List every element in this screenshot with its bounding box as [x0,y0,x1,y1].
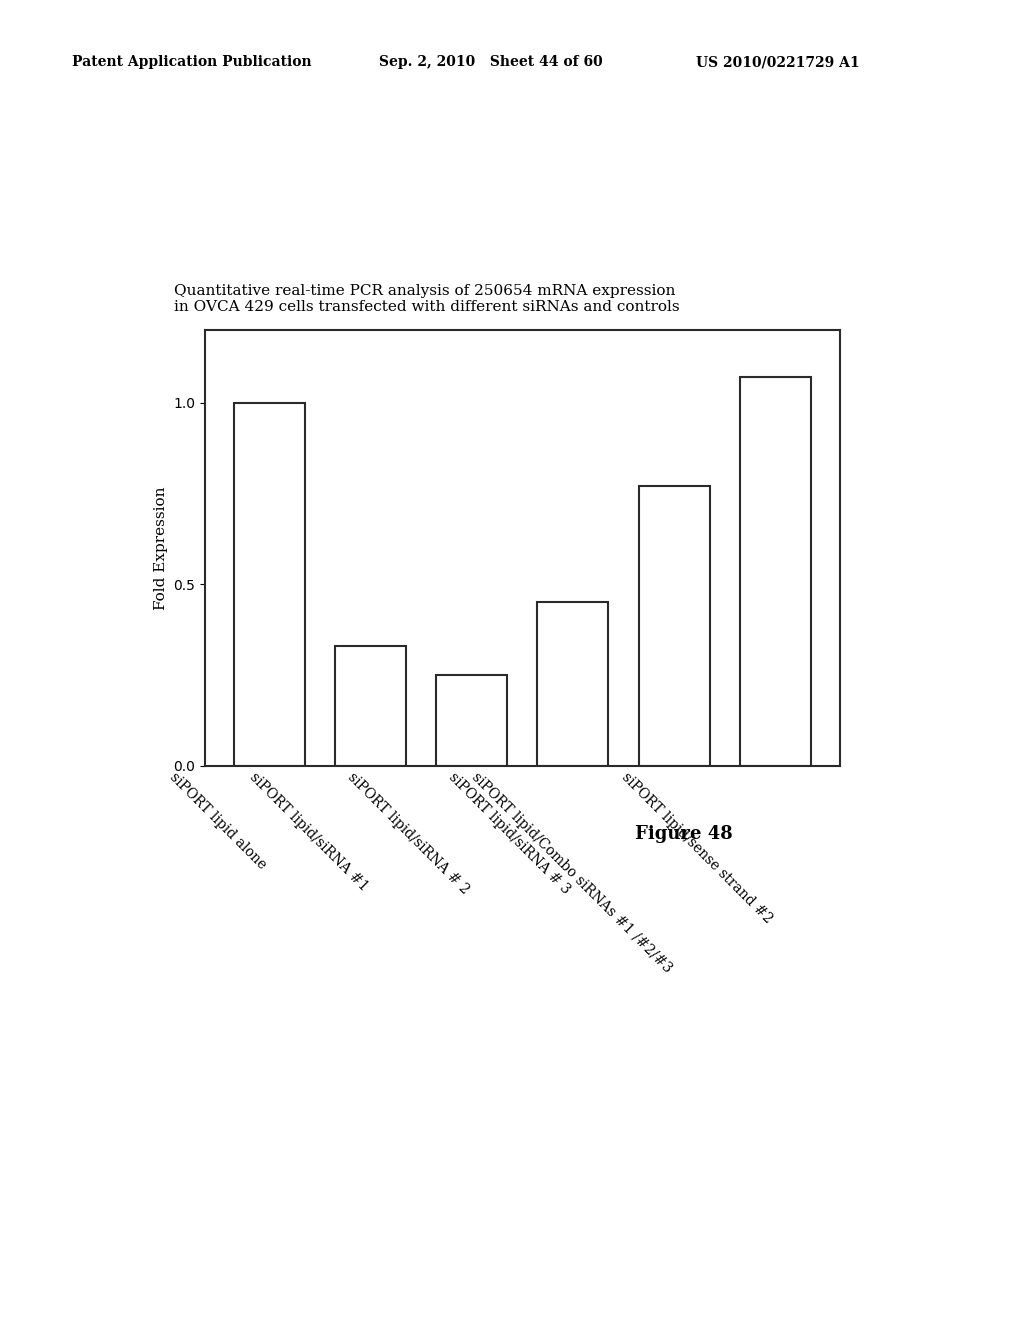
Text: Sep. 2, 2010   Sheet 44 of 60: Sep. 2, 2010 Sheet 44 of 60 [379,55,603,70]
Bar [233,403,304,766]
Bar [639,486,710,766]
Text: Patent Application Publication: Patent Application Publication [72,55,311,70]
Text: US 2010/0221729 A1: US 2010/0221729 A1 [696,55,860,70]
Text: Figure 48: Figure 48 [635,825,732,843]
Y-axis label: Fold Expression: Fold Expression [154,486,168,610]
Bar [740,378,811,766]
Bar [538,602,608,766]
Bar [335,645,406,766]
Text: Quantitative real-time PCR analysis of 250654 mRNA expression
in OVCA 429 cells : Quantitative real-time PCR analysis of 2… [174,284,680,314]
Bar [436,675,507,766]
